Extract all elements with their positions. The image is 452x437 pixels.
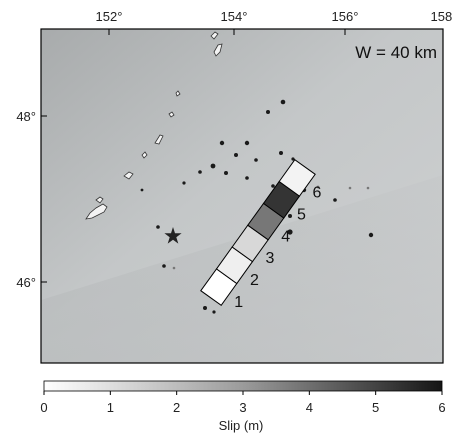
epicenter-dot [156,225,160,229]
island-urup [213,43,223,57]
epicenter-dot [219,140,225,146]
kuril-islands [85,31,223,220]
epicenter-dot [245,176,249,180]
island-iturup [210,31,219,40]
island-ketoy [168,111,175,118]
epicenter-dot [368,232,374,238]
epicenter-dot [266,110,270,114]
minor-event-dot [348,186,352,190]
colorbar-ticks: 0 1 2 3 4 5 6 [40,391,446,415]
fault-segment-6 [278,159,316,197]
colorbar-tick-label: 3 [239,400,246,415]
lon-axis: 152° 154° 156° 158° [96,9,452,35]
lon-tick-label: 158° [431,9,452,24]
lat-axis: 48° 46° [16,109,47,290]
lon-tick-label: 152° [96,9,123,24]
epicenter-dot [212,310,216,314]
epicenter-dot [288,214,292,218]
minor-event-dot [366,186,370,190]
colorbar-label: Slip (m) [219,418,264,433]
minor-event-dot [316,185,320,189]
segment-label-3: 3 [266,250,275,267]
width-label: W = 40 km [355,43,437,62]
mainshock-star-icon [164,227,182,244]
epicenter-dot [182,181,186,185]
segment-label-6: 6 [313,185,322,202]
colorbar-tick-label: 1 [107,400,114,415]
minor-events [172,185,370,270]
colorbar: 0 1 2 3 4 5 6 Slip (m) [40,380,446,433]
island-simushir [154,134,164,145]
epicenter-dot [291,157,295,161]
epicenter-dot [244,140,250,146]
epicenter-dot [198,170,202,174]
epicenter-dot [333,198,337,202]
colorbar-tick-label: 4 [306,400,313,415]
island-matua [141,151,148,159]
epicenter-dot [254,158,258,162]
island-paramushir [85,203,108,220]
epicenter-dot [162,264,166,268]
segment-label-5: 5 [297,207,306,224]
epicenter-dot [203,306,207,310]
epicenter-dot [271,184,275,188]
epicenter-dot [287,229,293,235]
colorbar-tick-label: 0 [40,400,47,415]
segment-label-1: 1 [234,294,243,311]
lon-tick-label: 156° [332,9,359,24]
lat-tick-label: 48° [16,109,36,124]
epicenter-dot [234,153,238,157]
colorbar-tick-label: 2 [173,400,180,415]
map-frame [40,28,444,364]
island-onekotan [95,196,104,204]
epicenter-dot [140,188,144,192]
minor-event-dot [172,266,176,270]
epicenter-dot [280,99,286,105]
epicenter-dot [210,163,216,169]
fault-segments [200,159,316,306]
epicenter-dot [279,151,283,155]
epicenter-dot [224,171,228,175]
island-urup-north [175,90,181,97]
segment-label-2: 2 [250,272,259,289]
lat-tick-label: 46° [16,275,36,290]
colorbar-gradient [43,380,443,392]
colorbar-tick-label: 5 [372,400,379,415]
colorbar-tick-label: 6 [438,400,445,415]
segment-label-4: 4 [281,228,290,245]
island-shiashkotan [123,171,134,180]
lon-tick-label: 154° [221,9,248,24]
